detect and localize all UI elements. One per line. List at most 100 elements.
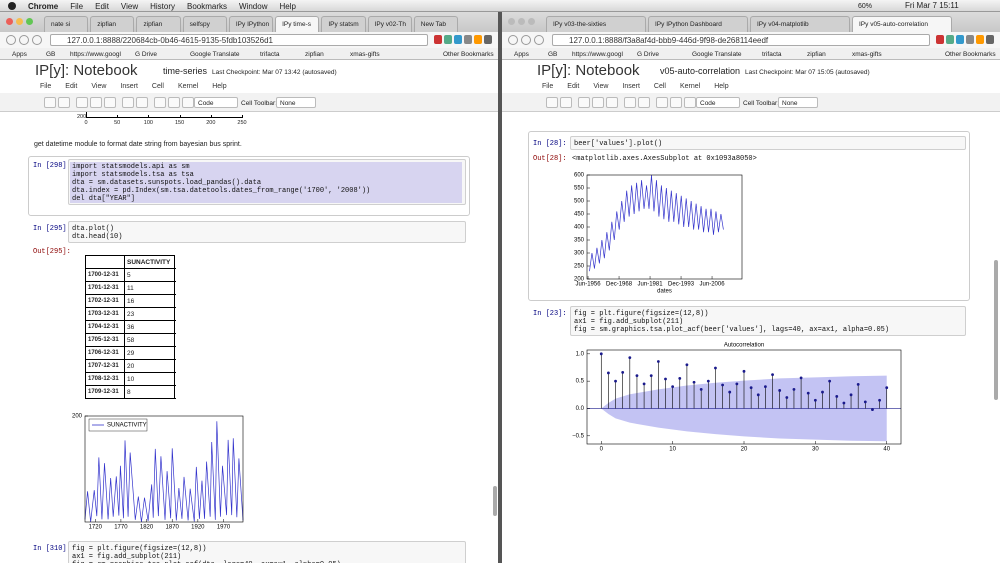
extension-icon[interactable]: [946, 35, 954, 44]
extension-icon[interactable]: [444, 35, 452, 44]
notebook-menu-item[interactable]: Cell: [653, 83, 666, 90]
cell-toolbar[interactable]: None: [782, 100, 798, 107]
tab[interactable]: IPy IPython Dashboard: [648, 16, 748, 32]
extension-icon[interactable]: [454, 35, 462, 44]
tab[interactable]: IPy statsm: [321, 16, 366, 32]
toolbar-button[interactable]: [624, 97, 636, 108]
bookmark[interactable]: Google Translate: [692, 51, 742, 58]
notebook-menu-item[interactable]: Cell: [151, 83, 164, 90]
bookmark[interactable]: zipfian: [305, 51, 324, 58]
tab[interactable]: IPy v03-the-sixties: [546, 16, 646, 32]
bookmark[interactable]: G Drive: [637, 51, 660, 58]
cell-toolbar[interactable]: None: [280, 100, 296, 107]
extension-icon[interactable]: [966, 35, 974, 44]
extension-icon[interactable]: [464, 35, 472, 44]
cell-type-select[interactable]: Code: [194, 97, 238, 108]
menu-item[interactable]: Chrome: [28, 1, 59, 11]
toolbar-button[interactable]: [182, 97, 194, 108]
url-bar[interactable]: 127.0.0.1:8888/f3a8af4d-bbb9-446d-9f98-d…: [552, 34, 930, 46]
notebook-name[interactable]: time-series: [163, 66, 208, 76]
window-button[interactable]: [518, 18, 525, 25]
tab[interactable]: nate si: [44, 16, 89, 32]
toolbar-button[interactable]: [104, 97, 116, 108]
menu-item[interactable]: File: [70, 1, 84, 11]
tab-title[interactable]: IPy IPython Dashboard: [655, 21, 722, 28]
toolbar-button[interactable]: [90, 97, 102, 108]
toolbar-button[interactable]: [136, 97, 148, 108]
tab-title[interactable]: IPy v05-auto-correlation: [859, 21, 929, 28]
notebook-menu-item[interactable]: Edit: [65, 83, 78, 90]
bookmark[interactable]: Other Bookmarks: [945, 51, 996, 58]
nav-button[interactable]: [508, 35, 518, 45]
tab-title[interactable]: IPy statsm: [328, 21, 359, 28]
notebook-menu-item[interactable]: Help: [212, 83, 227, 90]
toolbar-button[interactable]: [684, 97, 696, 108]
tab-title[interactable]: nate si: [51, 21, 71, 28]
extension-icon[interactable]: [434, 35, 442, 44]
toolbar-button[interactable]: [76, 97, 88, 108]
toolbar-button[interactable]: [638, 97, 650, 108]
nav-button[interactable]: [534, 35, 544, 45]
tab-title[interactable]: zipfian: [97, 21, 117, 28]
tab-title[interactable]: IPy v03-the-sixties: [553, 21, 607, 28]
url-bar[interactable]: 127.0.0.1:8888/220684cb-0b46-4615-9135-5…: [50, 34, 428, 46]
menu-item[interactable]: View: [120, 1, 139, 11]
tab-title[interactable]: selfspy: [189, 21, 210, 28]
bookmark[interactable]: zipfian: [807, 51, 826, 58]
extension-icon[interactable]: [986, 35, 994, 44]
tab-title[interactable]: IPy v04-matplotlib: [757, 21, 809, 28]
nav-button[interactable]: [521, 35, 531, 45]
tab[interactable]: New Tab: [413, 16, 458, 32]
window-button[interactable]: [26, 18, 33, 25]
bookmark[interactable]: Other Bookmarks: [443, 51, 494, 58]
cell-type[interactable]: Code: [198, 100, 214, 107]
toolbar-button[interactable]: [560, 97, 572, 108]
extension-icon[interactable]: [936, 35, 944, 44]
notebook-menu-item[interactable]: File: [40, 83, 52, 90]
bookmark[interactable]: GB: [46, 51, 56, 58]
toolbar-button[interactable]: [122, 97, 134, 108]
notebook-menu-item[interactable]: Kernel: [177, 83, 199, 90]
tab[interactable]: zipfian: [90, 16, 135, 32]
toolbar-button[interactable]: [656, 97, 668, 108]
bookmark[interactable]: Apps: [12, 51, 27, 58]
tab[interactable]: IPy v05-auto-correlation: [852, 16, 952, 32]
bookmark[interactable]: Google Translate: [190, 51, 240, 58]
nav-button[interactable]: [6, 35, 16, 45]
menu-item[interactable]: Window: [239, 1, 268, 11]
nav-button[interactable]: [32, 35, 42, 45]
menu-item[interactable]: Bookmarks: [187, 1, 228, 11]
window-button[interactable]: [528, 18, 535, 25]
extension-icon[interactable]: [484, 35, 492, 44]
window-button[interactable]: [6, 18, 13, 25]
cell-toolbar-select[interactable]: None: [276, 97, 316, 108]
url[interactable]: 127.0.0.1:8888/220684cb-0b46-4615-9135-5…: [67, 36, 273, 45]
nav-button[interactable]: [19, 35, 29, 45]
url[interactable]: 127.0.0.1:8888/f3a8af4d-bbb9-446d-9f98-d…: [569, 36, 769, 45]
toolbar-button[interactable]: [592, 97, 604, 108]
toolbar-button[interactable]: [546, 97, 558, 108]
tab[interactable]: IPy v02-Th: [367, 16, 412, 32]
bookmark[interactable]: https://www.googl: [70, 51, 121, 58]
toolbar-button[interactable]: [154, 97, 166, 108]
toolbar-button[interactable]: [606, 97, 618, 108]
bookmark[interactable]: G Drive: [135, 51, 158, 58]
cell-type[interactable]: Code: [700, 100, 716, 107]
notebook-menu-item[interactable]: Edit: [567, 83, 580, 90]
tab-title[interactable]: IPy time-s: [282, 21, 312, 28]
bookmark[interactable]: xmas-gifts: [852, 51, 882, 58]
window-button[interactable]: [508, 18, 515, 25]
extension-icon[interactable]: [474, 35, 482, 44]
extension-icon[interactable]: [956, 35, 964, 44]
tab-title[interactable]: IPy IPython: [235, 21, 270, 28]
tab[interactable]: IPy time-s: [275, 16, 320, 32]
menu-item[interactable]: History: [150, 1, 176, 11]
notebook-menu-item[interactable]: Help: [714, 83, 729, 90]
notebook-name[interactable]: v05-auto-correlation: [660, 66, 741, 76]
toolbar-button[interactable]: [578, 97, 590, 108]
notebook-menu-item[interactable]: File: [542, 83, 554, 90]
bookmark[interactable]: trifacta: [260, 51, 280, 58]
tab-title[interactable]: New Tab: [420, 21, 446, 28]
tab-title[interactable]: IPy v02-Th: [374, 21, 406, 28]
extension-icon[interactable]: [976, 35, 984, 44]
